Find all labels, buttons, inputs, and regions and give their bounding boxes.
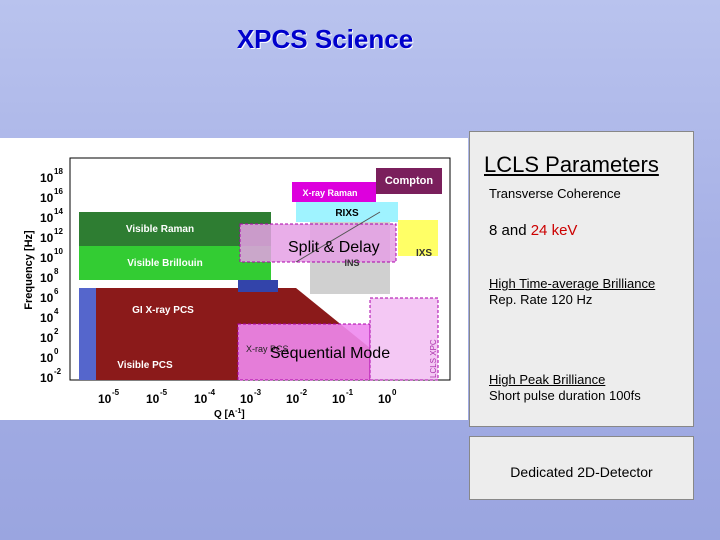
label-compton: Compton <box>385 175 434 187</box>
label-xray-raman: X-ray Raman <box>302 188 357 198</box>
label-split-delay: Split & Delay <box>288 239 380 256</box>
x-tick-base: 10 <box>332 392 346 406</box>
y-tick-exp: 8 <box>54 267 59 276</box>
y-tick-base: 10 <box>40 271 54 285</box>
y-tick-base: 10 <box>40 231 54 245</box>
energy-line: 8 and 24 keV <box>489 223 577 239</box>
region-ixs <box>398 220 438 256</box>
parameters-title: LCLS Parameters <box>484 152 659 177</box>
x-tick-base: 10 <box>194 392 208 406</box>
energy-value: 24 keV <box>530 222 578 239</box>
region-visible-raman <box>79 212 271 246</box>
label-gi-xray-pcs: GI X-ray PCS <box>132 305 194 316</box>
overlay-sequential-mode <box>237 323 371 381</box>
region-blue-strip <box>238 280 278 292</box>
x-tick-base: 10 <box>240 392 254 406</box>
slide-title: XPCS Science <box>236 24 414 54</box>
label-visible-raman: Visible Raman <box>126 224 194 235</box>
overlay-split-delay <box>239 223 397 263</box>
diagonal-line <box>295 211 381 263</box>
x-tick-exp: -5 <box>160 388 168 397</box>
region-xray-raman <box>292 182 376 202</box>
x-tick-exp: -2 <box>300 388 308 397</box>
lcls-parameters-panel: LCLS Parameters Transverse Coherence 8 a… <box>469 131 694 427</box>
y-tick-exp: 0 <box>54 347 59 356</box>
x-tick-labels: 10 -5 10 -5 10 -4 10 -3 10 -2 10 -1 10 0 <box>98 388 397 406</box>
label-lcls-xpcs: LCLS XPC <box>429 339 438 378</box>
x-tick-base: 10 <box>98 392 112 406</box>
label-visible-brillouin: Visible Brillouin <box>127 258 202 269</box>
frequency-q-diagram: Compton X-ray Raman RIXS Visible Raman V… <box>0 138 468 420</box>
diagram-svg: Compton X-ray Raman RIXS Visible Raman V… <box>23 157 451 420</box>
label-visible-pcs: Visible PCS <box>117 360 173 371</box>
y-tick-base: 10 <box>40 331 54 345</box>
y-tick-base: 10 <box>40 191 54 205</box>
x-tick-exp: -4 <box>208 388 216 397</box>
label-sequential-mode: Sequential Mode <box>270 345 390 362</box>
y-tick-base: 10 <box>40 211 54 225</box>
x-tick-exp: 0 <box>392 388 397 397</box>
rep-rate: Rep. Rate 120 Hz <box>489 292 593 307</box>
region-lcls-xpcs <box>369 297 439 381</box>
y-tick-exp: 4 <box>54 307 59 316</box>
y-tick-base: 10 <box>40 251 54 265</box>
label-ins: INS <box>344 258 359 268</box>
detector-panel: Dedicated 2D-Detector <box>469 436 694 500</box>
pulse-duration: Short pulse duration 100fs <box>489 388 641 403</box>
y-tick-exp: 12 <box>54 227 63 236</box>
y-tick-exp: 16 <box>54 187 63 196</box>
x-tick-base: 10 <box>146 392 160 406</box>
y-tick-base: 10 <box>40 371 54 385</box>
y-tick-exp: 6 <box>54 287 59 296</box>
y-tick-base: 10 <box>40 351 54 365</box>
x-tick-exp: -3 <box>254 388 262 397</box>
y-tick-base: 10 <box>40 291 54 305</box>
y-axis-label: Frequency [Hz] <box>23 230 35 310</box>
x-axis-label: Q [A-1] <box>214 408 245 420</box>
label-rixs: RIXS <box>335 208 359 219</box>
peak-heading: High Peak Brilliance <box>489 372 606 387</box>
detector-label: Dedicated 2D-Detector <box>510 464 653 480</box>
y-tick-exp: 14 <box>54 207 63 216</box>
y-tick-base: 10 <box>40 171 54 185</box>
label-xray-pcs: X-ray PCS <box>246 344 289 354</box>
brilliance-heading: High Time-average Brilliance <box>489 276 656 291</box>
y-tick-base: 10 <box>40 311 54 325</box>
y-tick-exp: 18 <box>54 167 63 176</box>
x-tick-base: 10 <box>286 392 300 406</box>
y-tick-exp: -2 <box>54 367 62 376</box>
y-tick-exp: 10 <box>54 247 63 256</box>
label-ixs: IXS <box>416 248 432 259</box>
x-tick-exp: -1 <box>346 388 354 397</box>
energy-text: 8 and <box>489 222 527 239</box>
y-tick-exp: 2 <box>54 327 59 336</box>
region-compton <box>376 168 442 194</box>
x-tick-base: 10 <box>378 392 392 406</box>
region-visible-brillouin <box>79 246 271 280</box>
coherence-heading: Transverse Coherence <box>489 186 621 201</box>
y-tick-labels: 10 18 10 16 10 14 10 12 10 10 10 8 10 6 … <box>40 167 63 385</box>
x-tick-exp: -5 <box>112 388 120 397</box>
